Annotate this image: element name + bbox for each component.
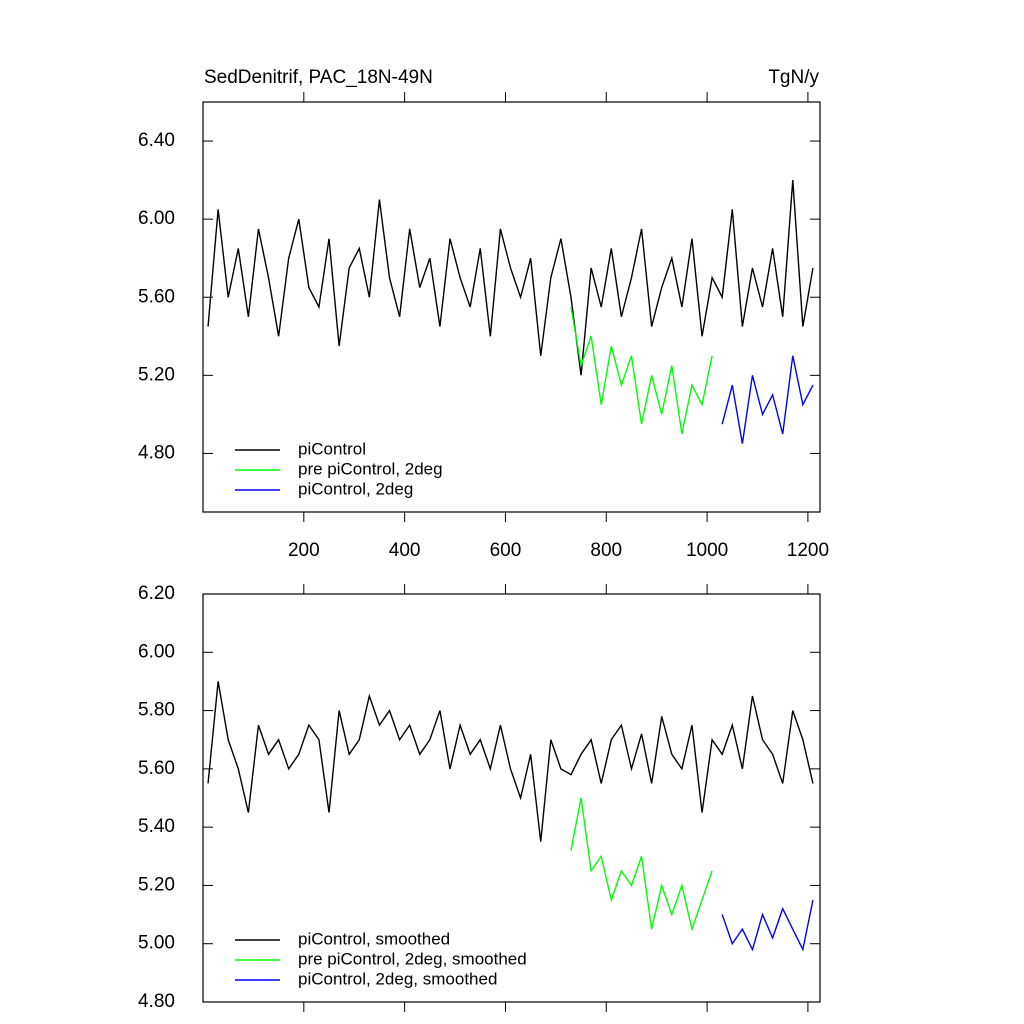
x-tick-label: 800 — [590, 540, 622, 561]
series-line — [721, 899, 814, 952]
series-line — [721, 355, 814, 444]
series-line — [570, 797, 713, 932]
y-tick-label: 5.60 — [138, 758, 175, 779]
legend-label: pre piControl, 2deg — [298, 459, 443, 478]
legend-label: piControl — [298, 439, 366, 458]
plot-frame — [202, 101, 821, 513]
y-tick-label: 5.60 — [138, 286, 175, 307]
legend-label: pre piControl, 2deg, smoothed — [298, 949, 527, 968]
y-tick-label: 4.80 — [138, 991, 175, 1012]
legend-label: piControl, smoothed — [298, 929, 450, 948]
y-tick-label: 5.40 — [138, 816, 175, 837]
units-label: TgN/y — [768, 67, 819, 88]
y-tick-label: 6.00 — [138, 208, 175, 229]
y-tick-label: 6.20 — [138, 583, 175, 604]
plot-frame — [202, 593, 821, 1003]
y-tick-label: 6.40 — [138, 130, 175, 151]
y-tick-label: 5.20 — [138, 364, 175, 385]
y-tick-label: 6.00 — [138, 641, 175, 662]
x-tick-label: 1200 — [787, 540, 829, 561]
x-tick-label: 600 — [490, 540, 522, 561]
legend-label: piControl, 2deg, smoothed — [298, 969, 497, 988]
series-line — [207, 180, 814, 376]
x-tick-label: 400 — [389, 540, 421, 561]
y-tick-label: 5.20 — [138, 874, 175, 895]
series-line — [570, 306, 713, 435]
x-tick-label: 1000 — [686, 540, 728, 561]
y-tick-label: 4.80 — [138, 442, 175, 463]
chart-title: SedDenitrif, PAC_18N-49N — [204, 67, 433, 88]
legend-label: piControl, 2deg — [298, 479, 413, 498]
x-tick-label: 200 — [288, 540, 320, 561]
y-tick-label: 5.00 — [138, 933, 175, 954]
series-line — [207, 681, 814, 842]
y-tick-label: 5.80 — [138, 700, 175, 721]
